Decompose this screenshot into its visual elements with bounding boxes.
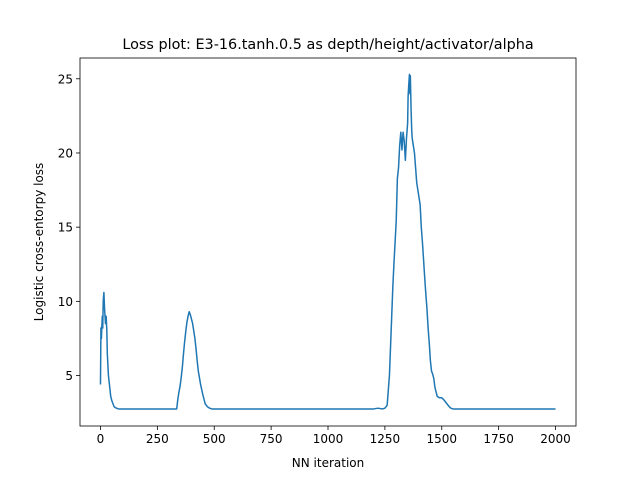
x-tick-label: 1000 bbox=[313, 432, 344, 446]
plot-frame bbox=[79, 57, 577, 427]
y-tick-label: 20 bbox=[58, 146, 73, 160]
x-tick-label: 1250 bbox=[370, 432, 401, 446]
x-tick-label: 0 bbox=[97, 432, 105, 446]
chart-title: Loss plot: E3-16.tanh.0.5 as depth/heigh… bbox=[122, 37, 533, 53]
axes-layer: 0 250 500 750 1000 1250 1500 1750 2000 5 10 15 20 25 bbox=[58, 72, 571, 446]
x-tick-label: 1500 bbox=[426, 432, 457, 446]
series-layer bbox=[99, 73, 556, 410]
y-tick-label: 5 bbox=[65, 369, 73, 383]
y-tick-label: 25 bbox=[58, 72, 73, 86]
x-tick-label: 750 bbox=[260, 432, 283, 446]
loss-series-line bbox=[99, 73, 556, 410]
y-tick-label: 10 bbox=[58, 295, 73, 309]
y-axis-label: Logistic cross-entorpy loss bbox=[32, 163, 46, 322]
x-axis-label: NN iteration bbox=[292, 456, 364, 470]
x-tick-label: 250 bbox=[146, 432, 169, 446]
y-tick-label: 15 bbox=[58, 221, 73, 235]
x-tick-label: 500 bbox=[203, 432, 226, 446]
x-tick-label: 2000 bbox=[540, 432, 571, 446]
x-tick-label: 1750 bbox=[483, 432, 514, 446]
